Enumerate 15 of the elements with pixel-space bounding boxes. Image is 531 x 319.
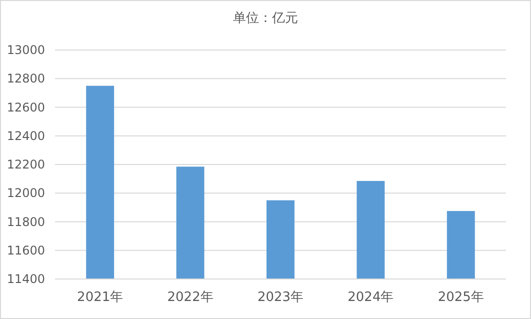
x-tick-label: 2021年 [77, 290, 124, 305]
x-tick-label: 2024年 [348, 290, 394, 305]
y-tick-label: 12000 [6, 186, 45, 200]
y-tick-label: 13000 [6, 43, 45, 57]
x-tick-label: 2022年 [167, 290, 214, 305]
x-tick-label: 2025年 [438, 290, 484, 305]
y-tick-label: 11400 [6, 272, 45, 286]
y-tick-label: 12200 [6, 158, 45, 172]
chart-title: 单位：亿元 [233, 11, 298, 26]
y-tick-label: 12600 [6, 100, 45, 114]
x-tick-label: 2023年 [257, 290, 304, 305]
y-tick-label: 11800 [6, 214, 45, 229]
y-tick-label: 11600 [6, 243, 45, 258]
y-tick-label: 12800 [6, 72, 45, 86]
y-tick-label: 12400 [6, 128, 45, 143]
